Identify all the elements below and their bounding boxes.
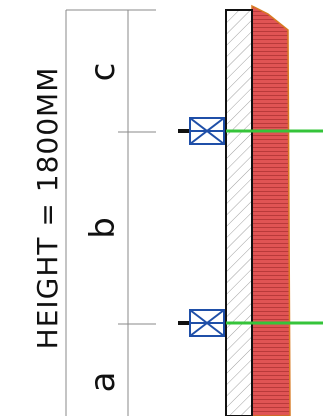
dimension-lines <box>65 9 156 416</box>
lower-bracket-assembly <box>178 309 323 337</box>
red-cladding-panel <box>251 4 291 416</box>
section-label-c: c <box>83 63 123 82</box>
section-label-b: b <box>83 217 123 239</box>
section-label-a: a <box>83 372 123 393</box>
lower-bracket-icon <box>189 309 225 337</box>
upper-bracket-assembly <box>178 117 323 145</box>
upper-bracket-icon <box>189 117 225 145</box>
hatched-wall <box>225 9 253 416</box>
height-label: HEIGHT = 1800MM <box>31 67 64 350</box>
